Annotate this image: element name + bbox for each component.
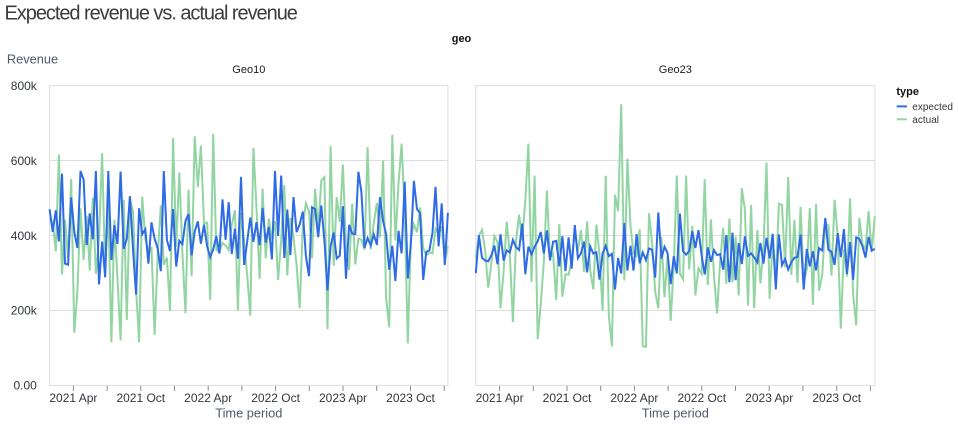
svg-text:Time period: Time period <box>215 406 282 421</box>
svg-text:expected: expected <box>912 102 953 113</box>
svg-text:Revenue: Revenue <box>7 51 58 66</box>
svg-text:Geo23: Geo23 <box>659 64 692 76</box>
svg-text:600k: 600k <box>11 154 38 168</box>
svg-text:Time period: Time period <box>642 406 709 421</box>
svg-text:geo: geo <box>452 33 472 45</box>
svg-text:2022 Oct: 2022 Oct <box>677 391 726 405</box>
svg-text:2023 Oct: 2023 Oct <box>812 391 861 405</box>
svg-text:2022 Oct: 2022 Oct <box>251 391 300 405</box>
svg-text:800k: 800k <box>11 79 38 93</box>
svg-text:2022 Apr: 2022 Apr <box>610 391 658 405</box>
svg-text:type: type <box>896 86 919 98</box>
svg-text:2021 Oct: 2021 Oct <box>116 391 165 405</box>
svg-text:2021 Apr: 2021 Apr <box>49 391 97 405</box>
svg-text:400k: 400k <box>11 229 38 243</box>
svg-text:actual: actual <box>912 115 939 126</box>
svg-text:2023 Apr: 2023 Apr <box>319 391 367 405</box>
svg-text:Expected revenue vs. actual re: Expected revenue vs. actual revenue <box>5 2 298 24</box>
svg-text:2022 Apr: 2022 Apr <box>184 391 232 405</box>
svg-text:200k: 200k <box>11 304 38 318</box>
svg-text:2023 Oct: 2023 Oct <box>386 391 435 405</box>
svg-text:0.00: 0.00 <box>13 379 37 393</box>
svg-text:2021 Apr: 2021 Apr <box>476 391 524 405</box>
svg-text:2021 Oct: 2021 Oct <box>543 391 592 405</box>
svg-text:Geo10: Geo10 <box>232 64 265 76</box>
svg-text:2023 Apr: 2023 Apr <box>745 391 793 405</box>
